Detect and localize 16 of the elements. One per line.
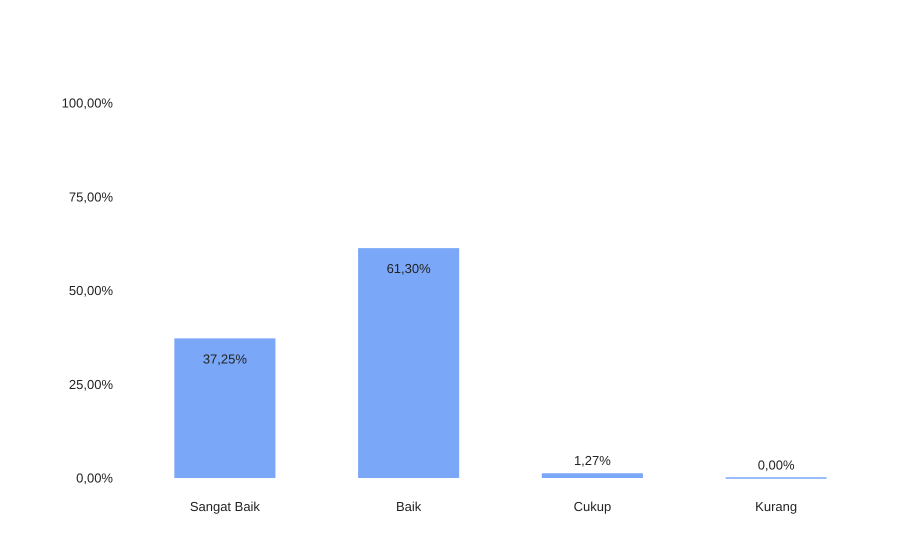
bar bbox=[358, 248, 460, 478]
x-tick-label: Kurang bbox=[755, 499, 798, 514]
x-tick-label: Baik bbox=[396, 499, 422, 514]
y-tick-label: 100,00% bbox=[62, 96, 114, 110]
x-tick-label: Sangat Baik bbox=[190, 499, 260, 514]
x-tick-label: Cukup bbox=[574, 499, 612, 514]
y-tick-label: 0,00% bbox=[76, 470, 114, 486]
bar bbox=[174, 338, 276, 478]
y-tick-label: 25,00% bbox=[68, 376, 114, 392]
bar bbox=[542, 473, 643, 478]
data-label: 37,25% bbox=[202, 351, 248, 366]
data-label: 0,00% bbox=[758, 457, 795, 472]
data-label: 61,30% bbox=[386, 261, 432, 276]
y-tick-label: 50,00% bbox=[68, 283, 114, 298]
data-label: 1,27% bbox=[574, 453, 612, 468]
y-tick-label: 75,00% bbox=[68, 189, 114, 204]
